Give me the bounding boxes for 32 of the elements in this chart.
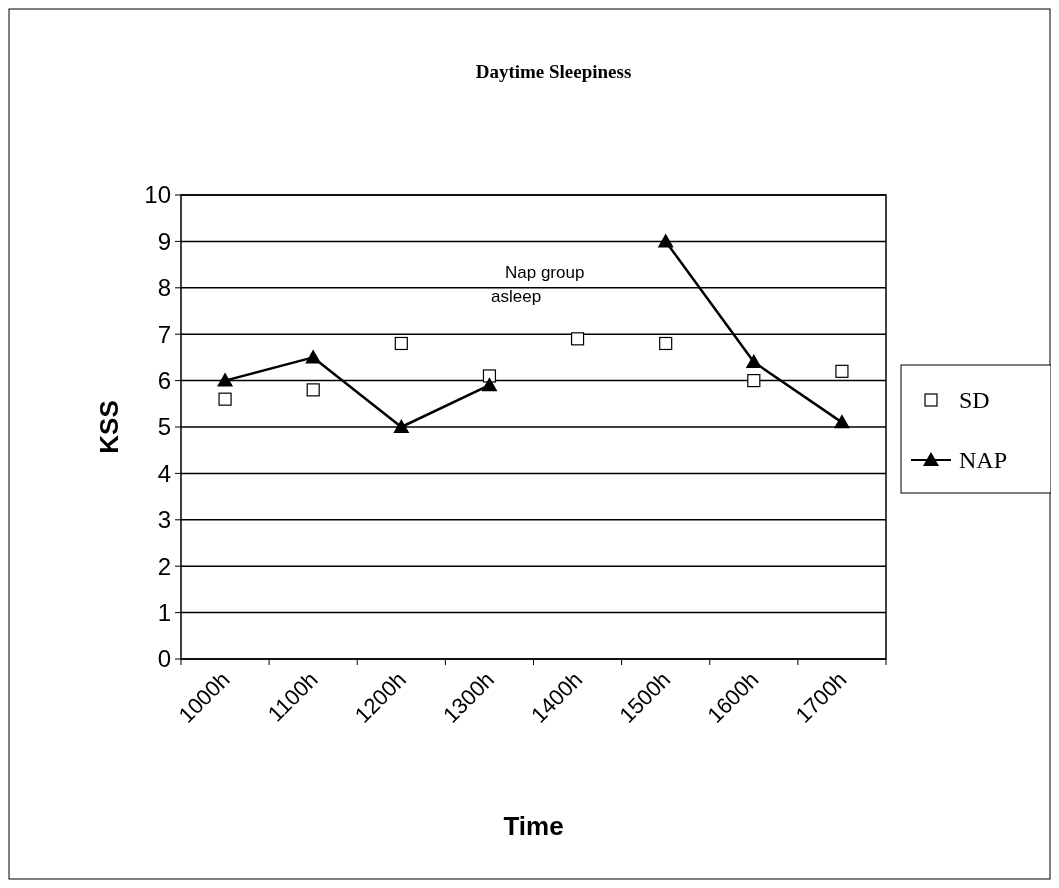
y-tick-label: 2 <box>157 552 171 580</box>
y-tick-label: 0 <box>157 645 171 673</box>
y-tick-label: 5 <box>157 413 171 441</box>
point <box>835 364 849 378</box>
x-axis-title: Time <box>503 811 564 841</box>
point <box>833 414 850 429</box>
point <box>218 392 232 406</box>
y-tick-label: 7 <box>157 320 171 348</box>
point <box>393 419 410 433</box>
y-tick-label: 3 <box>157 506 171 534</box>
y-tick-label: 10 <box>144 181 171 209</box>
y-tick-label: 8 <box>157 274 171 302</box>
y-tick-label: 6 <box>157 367 171 394</box>
y-tick-label: 4 <box>157 459 171 487</box>
legend-label: NAP <box>959 447 1008 474</box>
y-axis-title: KSS <box>94 400 124 454</box>
point <box>657 233 674 248</box>
annotation: Nap group asleep <box>491 263 585 306</box>
point <box>745 354 762 369</box>
point <box>394 336 408 351</box>
y-tick-label: 9 <box>157 227 171 255</box>
chart-title: Daytime Sleepiness <box>475 61 632 82</box>
point <box>482 369 497 383</box>
point <box>217 372 234 387</box>
point <box>747 374 761 388</box>
y-tick-label: 1 <box>157 599 171 626</box>
legend-label: SD <box>959 387 990 414</box>
point <box>570 332 585 346</box>
point <box>305 349 322 364</box>
point <box>659 336 673 351</box>
point <box>306 383 320 397</box>
point <box>481 377 498 392</box>
